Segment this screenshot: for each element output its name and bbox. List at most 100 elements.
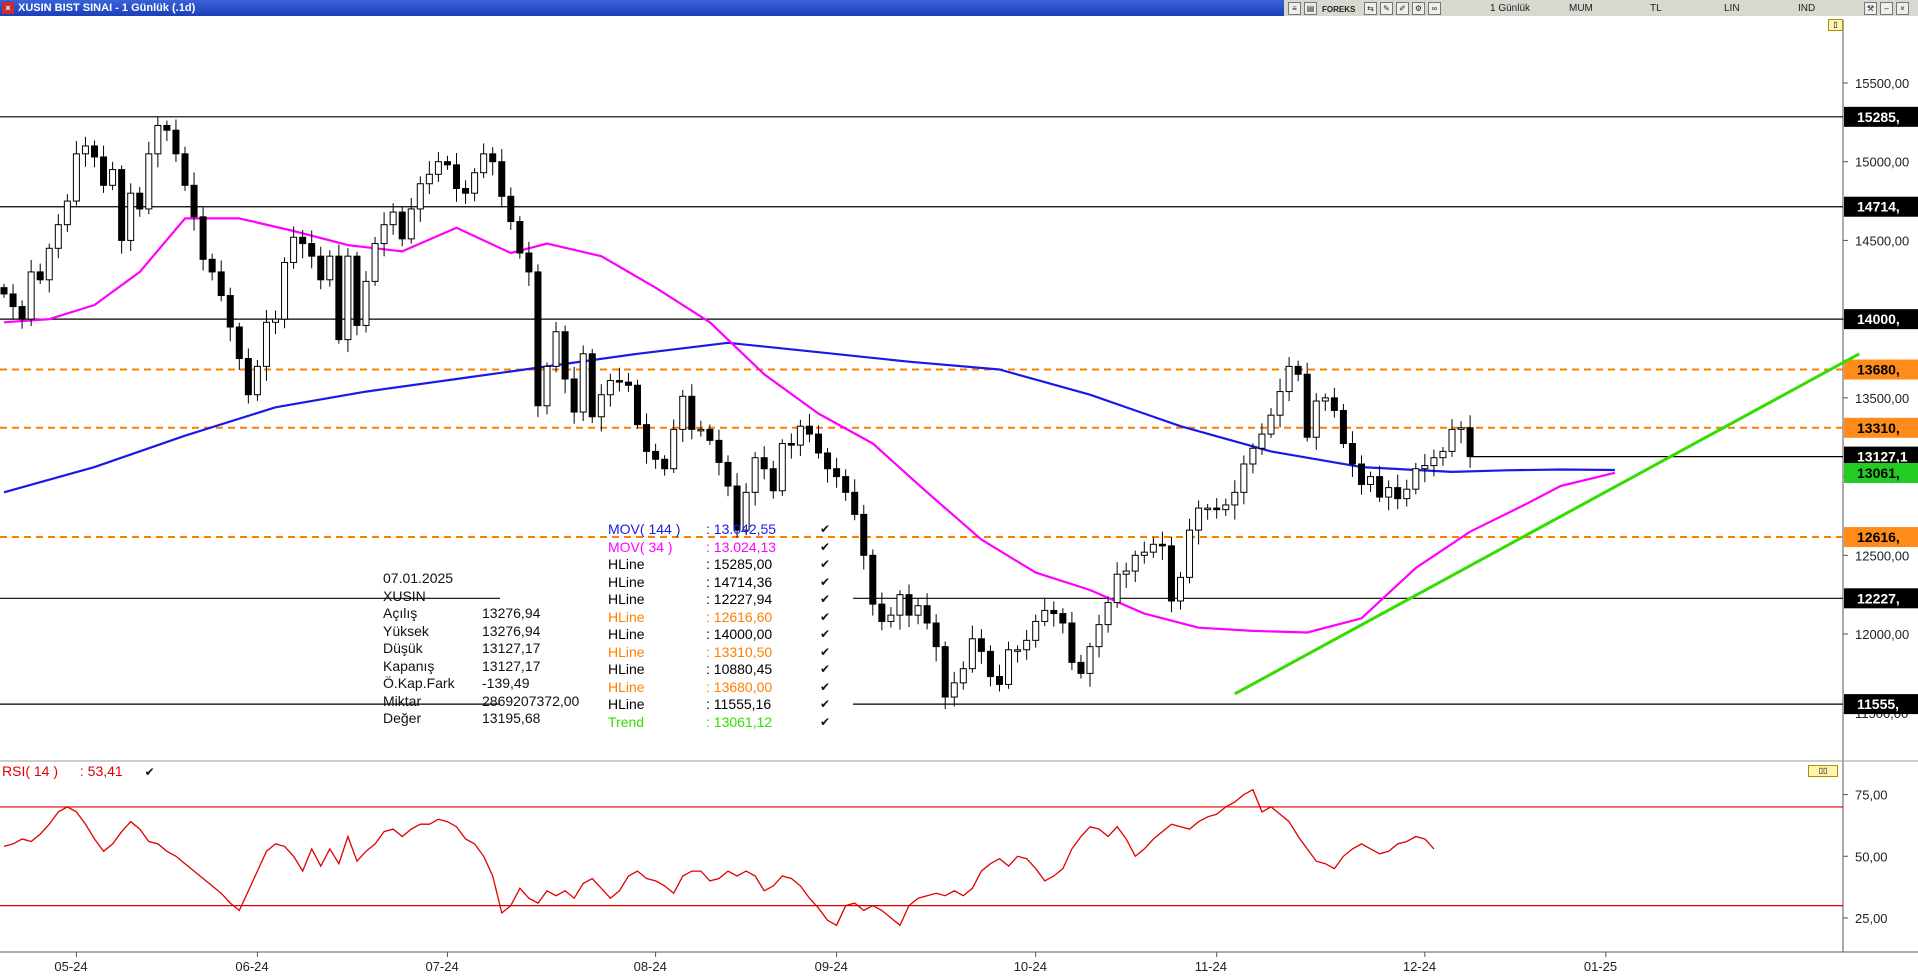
candle	[1222, 504, 1230, 511]
candle	[1285, 365, 1293, 393]
hline-label-box	[1844, 527, 1918, 548]
candle	[1113, 573, 1121, 604]
rsi-line	[3, 788, 1435, 927]
check-icon[interactable]: ✔	[820, 644, 831, 659]
candle	[398, 211, 406, 240]
legend-name: HLine	[608, 556, 645, 572]
hline-label: 11555,	[1857, 696, 1899, 712]
candle	[914, 605, 922, 616]
legend-name: Trend	[608, 713, 645, 730]
mode-selector[interactable]: IND	[1798, 3, 1816, 14]
candle	[1131, 554, 1139, 572]
candle	[1448, 428, 1456, 452]
check-icon[interactable]: ✔	[820, 522, 831, 536]
candle	[362, 280, 370, 326]
check-icon[interactable]: ✔	[820, 662, 831, 676]
y-tick-label: 13500,00	[1855, 391, 1909, 406]
price-panel: 15500,0015000,0014500,0014000,0013500,00…	[0, 20, 1918, 952]
menu-icon[interactable]: ≡	[1288, 2, 1301, 15]
title-bar: × XUSIN BIST SINAI - 1 Günlük (.1d) ≡ ▤ …	[0, 0, 1918, 16]
candle	[824, 452, 832, 470]
candle	[1412, 468, 1420, 490]
legend-name: MOV( 34 )	[608, 538, 673, 555]
scale-selector[interactable]: LIN	[1724, 3, 1740, 14]
candle	[1249, 447, 1257, 465]
ohlc-info-box: 07.01.2025 XUSIN Açılış 13276,94 Yüksek 132…	[383, 570, 579, 728]
info-row-value: 13195,68	[482, 710, 541, 726]
candle	[1014, 649, 1022, 652]
check-icon[interactable]: ✔	[820, 539, 831, 554]
candle	[480, 153, 488, 174]
candle	[1303, 373, 1311, 438]
check-icon[interactable]: ✔	[820, 714, 831, 729]
candle	[462, 187, 470, 194]
check-icon[interactable]: ✔	[820, 557, 831, 571]
candle	[833, 468, 841, 478]
candle	[1186, 529, 1194, 578]
hline-label: 13680,	[1857, 362, 1900, 378]
legend-value: : 13680,00	[706, 678, 773, 695]
pen-icon[interactable]: ✐	[1396, 2, 1409, 15]
candle	[244, 358, 252, 396]
currency-selector[interactable]: TL	[1650, 3, 1662, 14]
check-icon[interactable]: ✔	[820, 627, 831, 641]
candle	[290, 236, 298, 263]
candle	[742, 491, 750, 531]
candle	[1158, 543, 1166, 547]
candle	[136, 192, 144, 210]
check-icon[interactable]: ✔	[820, 679, 831, 694]
candle	[118, 169, 126, 241]
y-tick-label: 12500,00	[1855, 548, 1909, 563]
rsi-tick-label: 75,00	[1855, 788, 1888, 803]
candle	[597, 394, 605, 418]
legend-value: : 14000,00	[706, 626, 773, 642]
candle	[1231, 491, 1239, 506]
candle	[634, 384, 641, 426]
candle	[552, 331, 560, 367]
window-toolbar: ≡ ▤ FOREKS ⇆ ✎ ✐ ⚙ ∞ 1 Günlük MUM TL LIN…	[1284, 0, 1918, 16]
candle	[235, 326, 243, 360]
close-icon[interactable]: ×	[2, 2, 14, 14]
candle	[1050, 609, 1058, 615]
candle	[751, 457, 759, 493]
info-row: Ö.Kap.Fark -139,49	[383, 675, 529, 693]
check-icon[interactable]: ✔	[820, 609, 831, 624]
page-icon[interactable]: ▤	[1304, 2, 1317, 15]
candle-type-selector[interactable]: MUM	[1569, 3, 1593, 14]
candle	[434, 161, 442, 175]
link-icon[interactable]: ∞	[1428, 2, 1441, 15]
minimize-icon[interactable]: –	[1880, 2, 1893, 15]
y-tick-label: 12000,00	[1855, 627, 1909, 642]
x-axis: 05-24 06-24 07-24 08-24 09-24 10-24 11-24 12-24…	[0, 951, 1918, 974]
candle	[1421, 465, 1429, 470]
period-selector[interactable]: 1 Günlük	[1490, 3, 1531, 14]
candle	[851, 491, 859, 515]
trend-marker-label: 13061,	[1857, 465, 1900, 481]
candle	[471, 172, 479, 194]
check-icon[interactable]: ✔	[820, 574, 831, 589]
settings-icon[interactable]: ⚙	[1412, 2, 1425, 15]
candle	[1312, 400, 1320, 438]
legend-value: : 11555,16	[706, 696, 772, 712]
panel-toggle-icon[interactable]: ▯	[1828, 19, 1843, 31]
legend-value: : 15285,00	[706, 556, 773, 572]
info-row: Yüksek 13276,94	[383, 623, 540, 641]
check-icon[interactable]: ✔	[144, 765, 155, 779]
wrench-icon[interactable]: ⚒	[1864, 2, 1877, 15]
check-icon[interactable]: ✔	[820, 697, 831, 711]
candle	[27, 271, 35, 320]
draw-icon[interactable]: ✎	[1380, 2, 1393, 15]
candle	[145, 153, 153, 210]
candle	[778, 443, 786, 492]
legend-value: : 13.024,13	[706, 538, 777, 555]
candle	[91, 145, 98, 158]
rsi-panel-toggle-icon[interactable]: ▯▯	[1808, 765, 1838, 777]
candle	[272, 318, 279, 323]
candle	[977, 638, 985, 652]
check-icon[interactable]: ✔	[820, 592, 831, 606]
compare-icon[interactable]: ⇆	[1364, 2, 1377, 15]
last-price-box	[1844, 446, 1918, 467]
legend-name: HLine	[608, 661, 645, 677]
close-window-icon[interactable]: ×	[1896, 2, 1909, 15]
